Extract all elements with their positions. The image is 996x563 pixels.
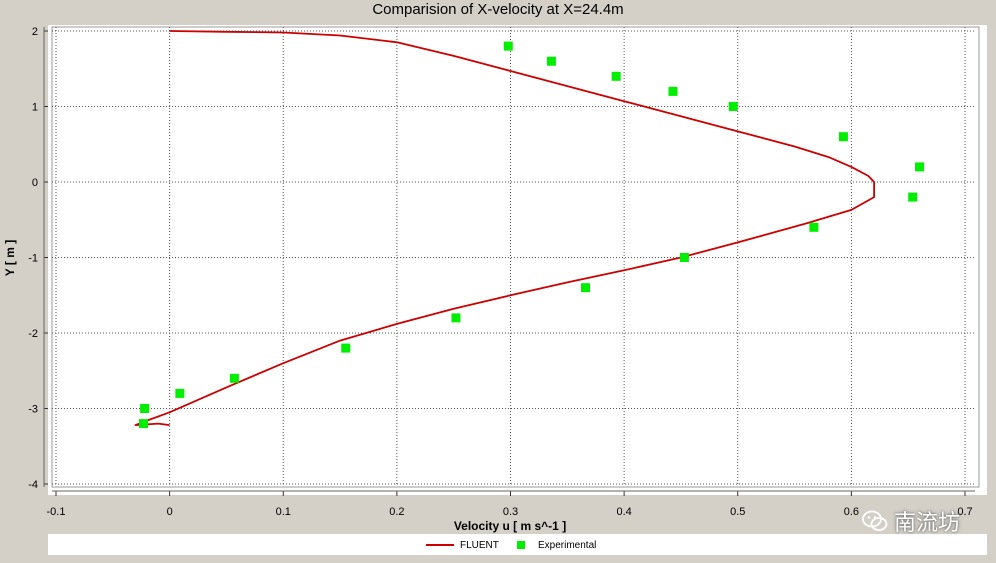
legend-marker-swatch	[517, 541, 525, 549]
chart-title: Comparision of X-velocity at X=24.4m	[372, 1, 624, 18]
data-point-experimental	[451, 313, 461, 323]
data-point-experimental	[915, 162, 925, 172]
data-point-experimental	[138, 419, 148, 429]
y-tick-label: 0	[32, 177, 38, 189]
wechat-icon	[862, 510, 888, 531]
x-tick-label: 0.6	[844, 506, 859, 518]
x-axis-label: Velocity u [ m s^-1 ]	[454, 519, 566, 533]
plot-area	[48, 25, 987, 495]
y-tick-label: -1	[28, 253, 38, 265]
data-point-experimental	[679, 253, 689, 262]
x-tick-label: 0	[167, 506, 173, 518]
legend-label: FLUENT	[460, 539, 499, 551]
data-point-experimental	[908, 192, 918, 202]
watermark-text: 南流坊	[894, 511, 961, 536]
legend-line-swatch	[426, 544, 454, 546]
data-point-experimental	[546, 56, 556, 66]
data-point-experimental	[728, 102, 738, 111]
x-tick-label: 0.7	[957, 506, 972, 518]
data-point-experimental	[229, 373, 239, 383]
legend: FLUENT Experimental	[48, 534, 987, 555]
x-tick-label: 0.2	[389, 506, 404, 518]
y-tick-label: -2	[28, 328, 38, 340]
y-tick-label: -4	[28, 479, 38, 491]
y-axis-label: Y [ m ]	[3, 240, 17, 276]
x-tick-label: 0.1	[276, 506, 291, 518]
data-point-experimental	[809, 222, 819, 232]
data-point-experimental	[580, 283, 590, 293]
x-tick-label: -0.1	[47, 506, 66, 518]
y-tick-label: 2	[32, 26, 38, 38]
series-line-fluent	[134, 30, 875, 426]
x-tick-label: 0.4	[616, 506, 631, 518]
data-point-experimental	[668, 86, 678, 96]
data-point-experimental	[341, 343, 351, 353]
y-tick-label: -3	[28, 404, 38, 416]
legend-item-experimental: Experimental	[517, 538, 596, 552]
data-point-experimental	[611, 71, 621, 81]
watermark: 南流坊	[862, 505, 960, 537]
y-tick-label: 1	[32, 102, 38, 114]
data-point-experimental	[175, 388, 185, 398]
legend-label: Experimental	[538, 539, 597, 551]
x-tick-label: 0.3	[503, 506, 518, 518]
data-point-experimental	[140, 404, 150, 413]
data-point-experimental	[838, 132, 848, 142]
legend-item-fluent: FLUENT	[426, 538, 499, 552]
x-tick-label: 0.5	[730, 506, 745, 518]
data-point-experimental	[503, 41, 513, 51]
